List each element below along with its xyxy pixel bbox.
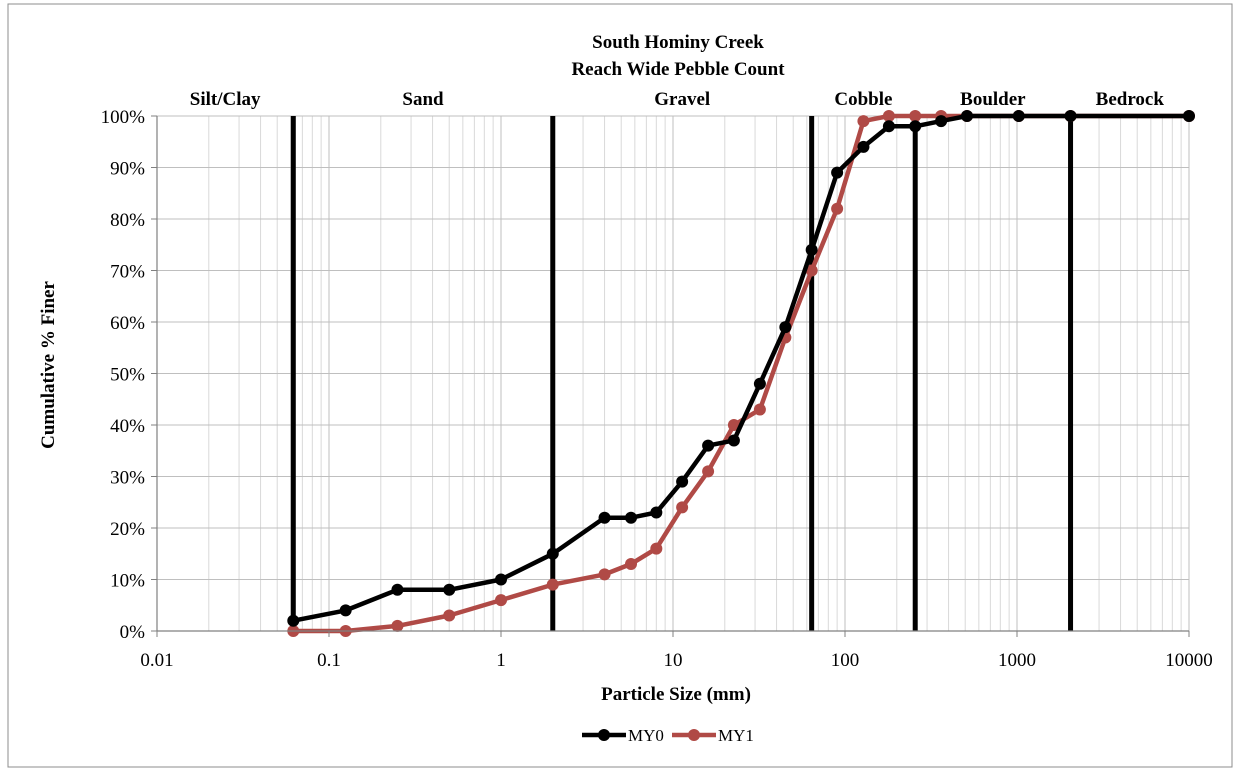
data-point-my0 — [676, 475, 689, 488]
data-point-my1 — [443, 609, 456, 622]
legend-label-my0: MY0 — [628, 726, 664, 745]
x-axis-title: Particle Size (mm) — [601, 684, 751, 705]
y-tick-label: 0% — [120, 622, 146, 643]
data-point-my0 — [391, 583, 404, 596]
data-point-my0 — [1012, 110, 1025, 122]
data-point-my0 — [727, 434, 740, 447]
x-tick-label: 100 — [831, 650, 860, 671]
data-point-my1 — [598, 568, 611, 581]
axis-layer: 0% 10% 20% 30% 40% 50% 60% 70% 80% 90% 100% 0.01 0.1… — [101, 107, 1213, 671]
legend: MY0 MY1 — [582, 726, 754, 745]
data-point-my1 — [857, 115, 870, 128]
data-point-my1 — [727, 419, 740, 431]
data-point-my0 — [625, 511, 638, 524]
data-point-my0 — [909, 120, 922, 133]
data-point-my0 — [650, 506, 663, 519]
y-axis-title: Cumulative % Finer — [38, 281, 59, 449]
data-point-my0 — [1064, 110, 1077, 122]
series-layer — [287, 110, 1195, 637]
y-tick-label: 10% — [110, 571, 145, 592]
size-class-label: Cobble — [834, 89, 892, 110]
y-tick-label: 100% — [101, 107, 146, 128]
legend-label-my1: MY1 — [718, 726, 754, 745]
size-class-label: Sand — [402, 89, 444, 110]
chart-title: South Hominy Creek — [592, 32, 764, 53]
outer-border — [7, 3, 1233, 768]
data-point-my1 — [702, 465, 715, 478]
x-tick-label: 1000 — [998, 650, 1036, 671]
x-tick-label: 10 — [664, 650, 683, 671]
data-point-my0 — [287, 614, 300, 627]
data-point-my0 — [339, 604, 352, 617]
y-tick-label: 70% — [110, 262, 145, 283]
y-tick-label: 90% — [110, 159, 145, 180]
data-point-my1 — [650, 542, 663, 555]
data-point-my1 — [909, 110, 922, 122]
y-tick-label: 80% — [110, 210, 145, 231]
y-tick-label: 20% — [110, 519, 145, 540]
size-class-labels: Silt/Clay Sand Gravel Cobble Boulder Bedrock — [190, 89, 1165, 110]
size-class-label: Bedrock — [1096, 89, 1165, 110]
data-point-my0 — [443, 583, 456, 596]
y-tick-label: 40% — [110, 416, 145, 437]
data-point-my1 — [546, 578, 559, 591]
size-class-label: Boulder — [960, 89, 1026, 110]
data-point-my0 — [753, 377, 766, 390]
data-point-my1 — [805, 264, 818, 277]
x-tick-label: 1 — [496, 650, 506, 671]
data-point-my0 — [598, 511, 611, 524]
data-point-my1 — [831, 202, 844, 215]
x-tick-label: 0.1 — [317, 650, 341, 671]
data-point-my1 — [625, 558, 638, 571]
data-point-my1 — [676, 501, 689, 514]
legend-marker-my1 — [688, 729, 700, 741]
data-point-my0 — [702, 439, 715, 452]
data-point-my1 — [882, 110, 895, 122]
data-point-my1 — [391, 619, 404, 632]
y-tick-label: 50% — [110, 365, 145, 386]
data-point-my0 — [495, 573, 507, 586]
data-point-my1 — [753, 403, 766, 416]
data-point-my0 — [882, 120, 895, 133]
data-point-my0 — [960, 110, 973, 122]
data-point-my0 — [546, 547, 559, 560]
x-tick-label: 10000 — [1165, 650, 1213, 671]
x-tick-label: 0.01 — [140, 650, 173, 671]
size-class-boundaries — [290, 116, 1074, 631]
data-point-my0 — [831, 166, 844, 179]
data-point-my0 — [1183, 110, 1195, 122]
data-point-my0 — [935, 115, 948, 128]
data-point-my0 — [805, 243, 818, 256]
size-class-label: Gravel — [654, 89, 710, 110]
y-tick-label: 60% — [110, 313, 145, 334]
chart-subtitle: Reach Wide Pebble Count — [571, 59, 785, 80]
data-point-my0 — [779, 321, 792, 334]
size-class-label: Silt/Clay — [190, 89, 261, 110]
data-point-my0 — [857, 140, 870, 153]
data-point-my1 — [495, 594, 507, 607]
y-tick-label: 30% — [110, 468, 145, 489]
legend-marker-my0 — [598, 729, 610, 741]
